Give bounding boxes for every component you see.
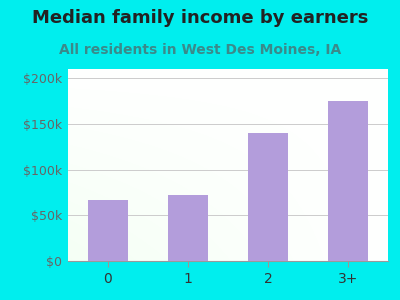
Bar: [328, 101, 368, 261]
Bar: [88, 200, 128, 261]
Text: Median family income by earners: Median family income by earners: [32, 9, 368, 27]
Text: All residents in West Des Moines, IA: All residents in West Des Moines, IA: [59, 44, 341, 58]
Bar: [248, 133, 288, 261]
Bar: [168, 195, 208, 261]
